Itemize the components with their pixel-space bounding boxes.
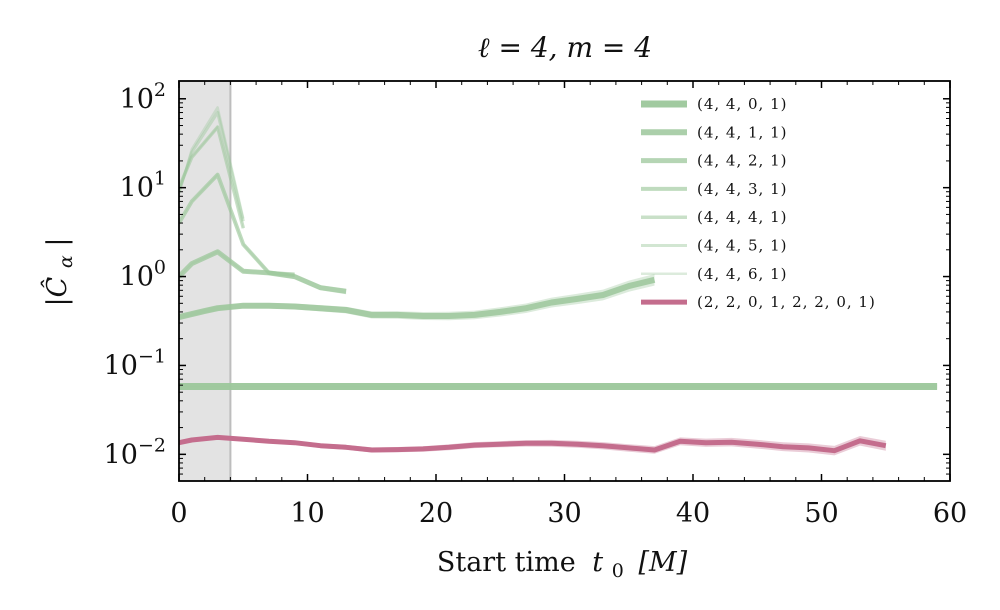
x-tick-label: 60 <box>933 498 967 529</box>
x-axis-label: Start time t 0 [M] <box>437 547 688 584</box>
x-axis-label-unit: [M] <box>638 547 687 578</box>
series-line-5 <box>179 111 245 222</box>
series-line-6 <box>179 106 245 219</box>
x-tick-label: 10 <box>290 498 324 529</box>
chart-title: ℓ = 4, m = 4 <box>478 31 652 64</box>
x-axis-label-sub: 0 <box>612 560 624 582</box>
series-line-1 <box>179 276 656 321</box>
y-axis-label: |Ĉ α | <box>39 238 79 307</box>
legend-label-7: (2, 2, 0, 1, 2, 2, 0, 1) <box>697 293 876 311</box>
legend-label-5: (4, 4, 5, 1) <box>697 237 788 255</box>
series-line-2 <box>179 249 347 294</box>
legend-label-6: (4, 4, 6, 1) <box>697 265 788 283</box>
y-axis-label-sub: α <box>55 255 77 268</box>
y-tick-label: 101 <box>120 168 166 204</box>
y-tick-label: 102 <box>120 79 166 115</box>
y-tick-label: 100 <box>120 257 166 293</box>
y-tick-label: 10−1 <box>104 345 166 381</box>
legend-label-2: (4, 4, 2, 1) <box>697 152 788 170</box>
series-line-4 <box>179 125 245 229</box>
legend-label-0: (4, 4, 0, 1) <box>697 95 788 113</box>
x-tick-label: 50 <box>804 498 838 529</box>
legend-label-4: (4, 4, 4, 1) <box>697 208 788 226</box>
legend-label-1: (4, 4, 1, 1) <box>697 123 788 141</box>
x-tick-label: 20 <box>419 498 453 529</box>
x-axis-label-text: Start time <box>437 547 576 578</box>
x-tick-label: 40 <box>676 498 710 529</box>
x-axis-label-var: t <box>592 547 603 578</box>
legend-label-3: (4, 4, 3, 1) <box>697 180 788 198</box>
series-line-7 <box>179 434 887 454</box>
x-tick-label: 0 <box>170 498 187 529</box>
x-tick-label: 30 <box>547 498 581 529</box>
y-axis-label-text: |Ĉ <box>39 276 73 306</box>
y-axis-label-end: | <box>42 238 73 247</box>
series-line-3 <box>179 172 295 277</box>
y-tick-label: 10−2 <box>104 434 166 470</box>
